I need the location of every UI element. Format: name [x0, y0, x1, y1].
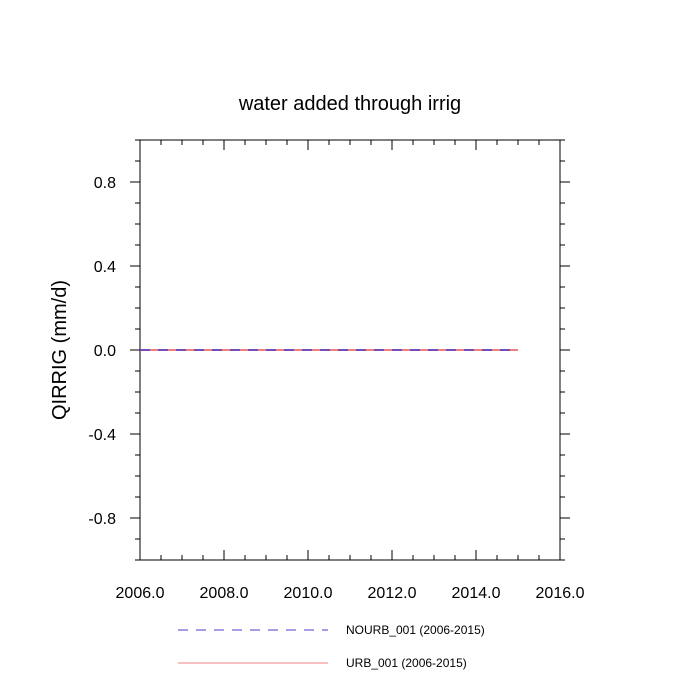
x-tick-label: 2012.0 [368, 585, 417, 602]
x-tick-label: 2014.0 [452, 585, 501, 602]
y-tick-label: 0.8 [94, 175, 116, 192]
axis-tick-labels: 2006.0 2008.0 2010.0 2012.0 2014.0 2016.0 0.8 0… [88, 175, 584, 602]
y-tick-label: -0.4 [88, 427, 116, 444]
axis-ticks [130, 139, 570, 561]
x-tick-label: 2010.0 [284, 585, 333, 602]
y-axis-label: QIRRIG (mm/d) [49, 280, 71, 420]
legend-label: URB_001 (2006-2015) [346, 656, 467, 670]
legend: NOURB_001 (2006-2015) URB_001 (2006-2015) [178, 623, 485, 670]
y-tick-label: -0.8 [88, 511, 116, 528]
chart-title: water added through irrig [238, 93, 461, 115]
y-tick-label: 0.4 [94, 259, 116, 276]
y-tick-label: 0.0 [94, 343, 116, 360]
x-tick-label: 2006.0 [116, 585, 165, 602]
x-tick-label: 2016.0 [536, 585, 585, 602]
x-tick-label: 2008.0 [200, 585, 249, 602]
legend-label: NOURB_001 (2006-2015) [346, 623, 485, 637]
